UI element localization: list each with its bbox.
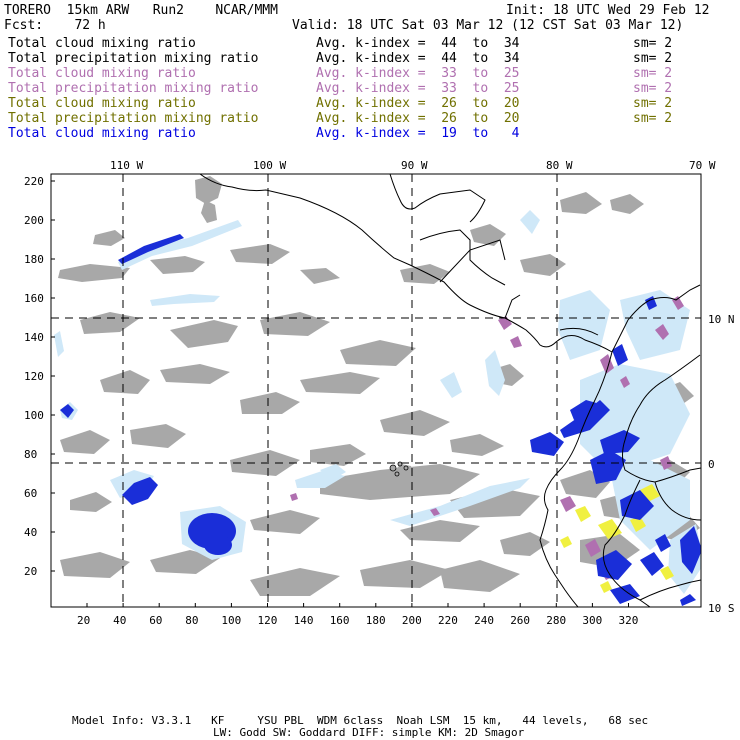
y-tick-label: 180	[24, 253, 44, 266]
lat-label-10n: 10 N	[708, 313, 735, 326]
x-tick-label: 320	[618, 614, 639, 627]
lon-label-100w: 100 W	[253, 159, 287, 172]
x-tick-label: 80	[185, 614, 199, 627]
y-tick-label: 200	[24, 214, 44, 227]
legend-smoothing: sm= 2	[633, 81, 673, 96]
x-tick-label: 120	[257, 614, 278, 627]
legend-smoothing: sm= 2	[633, 36, 673, 51]
lon-label-70w: 70 W	[689, 159, 716, 172]
y-tick-label: 120	[24, 370, 44, 383]
legend-smoothing: sm= 2	[633, 51, 673, 66]
lat-label-10s: 10 S	[708, 602, 735, 615]
x-tick-label: 300	[582, 614, 603, 627]
legend-field-name: Total precipitation mixing ratio	[8, 111, 259, 126]
legend-field-name: Total cloud mixing ratio	[8, 66, 196, 81]
y-tick-label: 60	[24, 487, 38, 500]
legend-smoothing: sm= 2	[633, 111, 673, 126]
model-info-line: Model Info: V3.3.1 KF YSU PBL WDM 6class…	[72, 714, 649, 727]
cloud-field-gray	[58, 176, 700, 596]
x-tick-label: 180	[365, 614, 386, 627]
legend-field-name: Total cloud mixing ratio	[8, 96, 196, 111]
x-tick-label: 220	[438, 614, 458, 627]
y-tick-label: 100	[24, 409, 44, 422]
x-tick-label: 240	[474, 614, 494, 627]
legend-kindex-range: Avg. k-index = 44 to 34	[316, 36, 520, 51]
legend-smoothing: sm= 2	[633, 96, 673, 111]
x-tick-label: 140	[293, 614, 314, 627]
legend-kindex-range: Avg. k-index = 33 to 25	[316, 66, 520, 81]
legend-field-name: Total cloud mixing ratio	[8, 126, 196, 141]
y-tick-label: 140	[24, 331, 44, 344]
y-axis-ticks	[51, 180, 55, 572]
legend-field-name: Total cloud mixing ratio	[8, 36, 196, 51]
legend-kindex-range: Avg. k-index = 19 to 4	[316, 126, 520, 141]
y-tick-label: 80	[24, 448, 38, 461]
init-time: Init: 18 UTC Wed 29 Feb 12	[506, 3, 710, 18]
legend-kindex-range: Avg. k-index = 33 to 25	[316, 81, 520, 96]
x-tick-label: 160	[329, 614, 350, 627]
legend-field-name: Total precipitation mixing ratio	[8, 51, 259, 66]
galapagos-islands	[389, 461, 409, 477]
cloud-field-blue	[60, 234, 701, 606]
lat-label-0: 0	[708, 458, 715, 471]
legend-field-name: Total precipitation mixing ratio	[8, 81, 259, 96]
lon-label-90w: 90 W	[401, 159, 428, 172]
y-tick-label: 40	[24, 526, 38, 539]
forecast-hour: Fcst: 72 h	[4, 18, 106, 33]
x-axis-ticks	[86, 603, 629, 607]
valid-time: Valid: 18 UTC Sat 03 Mar 12 (12 CST Sat …	[292, 18, 684, 33]
legend-smoothing: sm= 2	[633, 66, 673, 81]
x-tick-label: 100	[221, 614, 242, 627]
lon-label-80w: 80 W	[546, 159, 573, 172]
model-run-title: TORERO 15km ARW Run2 NCAR/MMM	[4, 3, 278, 18]
graticule	[51, 174, 701, 607]
physics-info-line: LW: Godd SW: Goddard DIFF: simple KM: 2D…	[213, 726, 525, 739]
legend-kindex-range: Avg. k-index = 44 to 34	[316, 51, 520, 66]
x-tick-label: 260	[510, 614, 531, 627]
y-tick-label: 220	[24, 175, 44, 188]
y-tick-label: 160	[24, 292, 44, 305]
x-tick-label: 200	[401, 614, 422, 627]
y-tick-label: 20	[24, 565, 38, 578]
x-tick-label: 40	[113, 614, 127, 627]
lon-label-110w: 110 W	[110, 159, 144, 172]
x-tick-label: 280	[546, 614, 567, 627]
legend-kindex-range: Avg. k-index = 26 to 20	[316, 111, 520, 126]
x-tick-label: 20	[77, 614, 91, 627]
legend-kindex-range: Avg. k-index = 26 to 20	[316, 96, 520, 111]
x-tick-label: 60	[149, 614, 163, 627]
